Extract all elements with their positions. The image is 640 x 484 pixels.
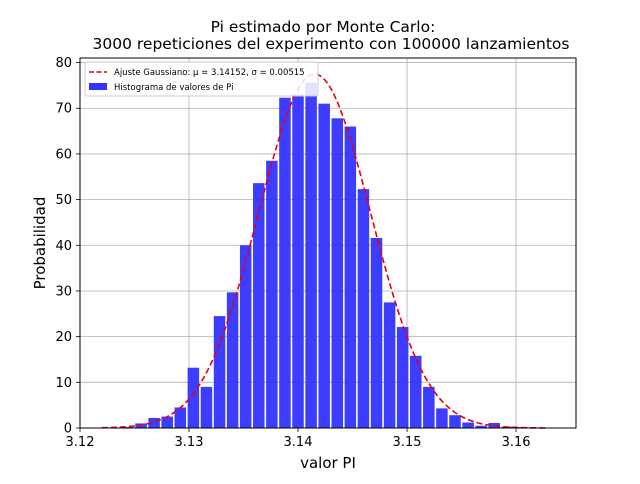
histogram-bar: [227, 292, 239, 428]
y-tick-label: 0: [64, 422, 72, 437]
y-tick-label: 30: [55, 284, 72, 299]
y-tick-label: 80: [55, 56, 72, 71]
legend-hist-swatch: [89, 83, 107, 90]
histogram-bar: [462, 423, 474, 428]
x-tick-label: 3.13: [175, 435, 204, 450]
histogram-bar: [371, 238, 383, 428]
legend: Ajuste Gaussiano: μ = 3.14152, σ = 0.005…: [85, 62, 318, 96]
chart-title-line1: Pi estimado por Monte Carlo:: [211, 18, 436, 36]
y-tick-label: 10: [55, 376, 72, 391]
y-tick-label: 20: [55, 330, 72, 345]
chart-title-line2: 3000 repeticiones del experimento con 10…: [93, 35, 570, 53]
histogram-bar: [345, 127, 357, 428]
histogram-bar: [436, 408, 448, 428]
histogram-bar: [240, 245, 252, 428]
histogram-bar: [253, 183, 265, 428]
x-tick-label: 3.14: [284, 435, 313, 450]
histogram-bar: [397, 327, 409, 428]
histogram-bar: [161, 417, 173, 428]
histogram-bar: [201, 387, 213, 428]
histogram-bar: [358, 189, 370, 428]
y-axis-label: Probabilidad: [31, 197, 49, 290]
histogram-bar: [332, 118, 344, 428]
histogram-bar: [410, 356, 422, 428]
legend-fit-label: Ajuste Gaussiano: μ = 3.14152, σ = 0.005…: [114, 68, 305, 78]
histogram-bar: [279, 98, 291, 428]
histogram-bar: [318, 104, 330, 428]
y-tick-label: 50: [55, 193, 72, 208]
x-tick-label: 3.12: [66, 435, 95, 450]
histogram-bar: [214, 316, 226, 428]
x-tick-label: 3.16: [502, 435, 531, 450]
legend-hist-label: Histograma de valores de Pi: [114, 83, 233, 93]
histogram-bar: [423, 387, 435, 428]
y-tick-label: 40: [55, 239, 72, 254]
histogram-bar: [266, 161, 278, 428]
x-tick-label: 3.15: [393, 435, 422, 450]
y-tick-label: 60: [55, 147, 72, 162]
histogram-bar: [188, 368, 200, 428]
histogram-bar: [449, 415, 461, 428]
histogram-bar: [384, 302, 396, 428]
histogram-bar: [305, 83, 317, 428]
x-axis-label: valor PI: [300, 454, 356, 472]
y-tick-label: 70: [55, 102, 72, 117]
histogram-bar: [292, 95, 304, 428]
